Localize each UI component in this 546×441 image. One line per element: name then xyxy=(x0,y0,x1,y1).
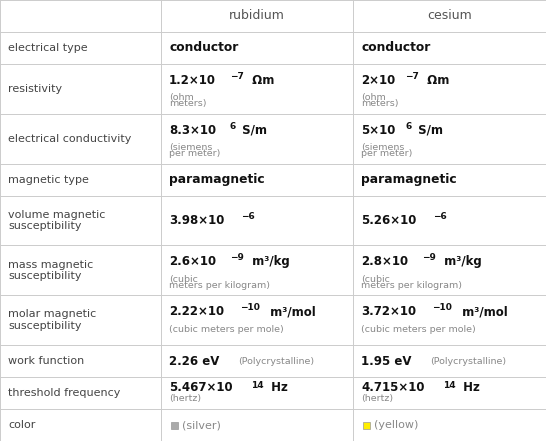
Text: Ωm: Ωm xyxy=(248,74,274,87)
Text: 14: 14 xyxy=(443,381,456,390)
Text: −7: −7 xyxy=(406,72,419,81)
Text: (Polycrystalline): (Polycrystalline) xyxy=(238,357,314,366)
Text: 2×10: 2×10 xyxy=(361,74,395,87)
Bar xyxy=(171,422,178,429)
Text: Ωm: Ωm xyxy=(423,74,450,87)
Text: per meter): per meter) xyxy=(361,149,413,158)
Text: −10: −10 xyxy=(432,303,452,312)
Text: S/m: S/m xyxy=(238,124,267,137)
Text: S/m: S/m xyxy=(414,124,443,137)
Text: −6: −6 xyxy=(241,212,254,221)
Text: 6: 6 xyxy=(230,122,236,131)
Text: paramagnetic: paramagnetic xyxy=(169,173,265,186)
Text: meters per kilogram): meters per kilogram) xyxy=(169,281,270,290)
Text: rubidium: rubidium xyxy=(229,9,285,22)
Text: molar magnetic
susceptibility: molar magnetic susceptibility xyxy=(8,310,96,331)
Text: 2.8×10: 2.8×10 xyxy=(361,255,408,269)
Text: (hertz): (hertz) xyxy=(361,394,393,404)
Text: conductor: conductor xyxy=(361,41,431,54)
Text: cesium: cesium xyxy=(428,9,472,22)
Text: 4.715×10: 4.715×10 xyxy=(361,381,425,394)
Text: 5.467×10: 5.467×10 xyxy=(169,381,233,394)
Text: m³/mol: m³/mol xyxy=(458,305,508,318)
Text: −6: −6 xyxy=(433,212,447,221)
Text: (hertz): (hertz) xyxy=(169,394,201,404)
Text: m³/mol: m³/mol xyxy=(266,305,316,318)
Text: (cubic meters per mole): (cubic meters per mole) xyxy=(169,325,284,334)
Text: m³/kg: m³/kg xyxy=(248,255,289,269)
Text: electrical conductivity: electrical conductivity xyxy=(8,134,132,144)
Text: Hz: Hz xyxy=(268,381,288,394)
Bar xyxy=(363,422,370,429)
Text: 1.2×10: 1.2×10 xyxy=(169,74,216,87)
Text: resistivity: resistivity xyxy=(8,84,62,94)
Text: 2.6×10: 2.6×10 xyxy=(169,255,216,269)
Text: work function: work function xyxy=(8,356,84,366)
Text: volume magnetic
susceptibility: volume magnetic susceptibility xyxy=(8,210,105,231)
Text: per meter): per meter) xyxy=(169,149,221,158)
Text: (siemens: (siemens xyxy=(361,143,405,152)
Text: (cubic: (cubic xyxy=(361,275,390,284)
Text: Hz: Hz xyxy=(460,381,480,394)
Text: −9: −9 xyxy=(422,254,436,262)
Text: 5×10: 5×10 xyxy=(361,124,396,137)
Text: mass magnetic
susceptibility: mass magnetic susceptibility xyxy=(8,260,93,281)
Text: 2.26 eV: 2.26 eV xyxy=(169,355,219,368)
Text: −7: −7 xyxy=(230,72,244,81)
Text: meters per kilogram): meters per kilogram) xyxy=(361,281,462,290)
Text: meters): meters) xyxy=(361,99,399,108)
Text: electrical type: electrical type xyxy=(8,43,87,53)
Text: m³/kg: m³/kg xyxy=(440,255,482,269)
Text: 5.26×10: 5.26×10 xyxy=(361,214,417,227)
Text: 1.95 eV: 1.95 eV xyxy=(361,355,412,368)
Text: threshold frequency: threshold frequency xyxy=(8,388,120,398)
Text: magnetic type: magnetic type xyxy=(8,175,89,185)
Text: (yellow): (yellow) xyxy=(374,420,419,430)
Text: color: color xyxy=(8,420,35,430)
Text: (Polycrystalline): (Polycrystalline) xyxy=(430,357,507,366)
Text: −10: −10 xyxy=(240,303,260,312)
Text: (cubic: (cubic xyxy=(169,275,198,284)
Text: −9: −9 xyxy=(230,254,244,262)
Text: (siemens: (siemens xyxy=(169,143,212,152)
Text: (cubic meters per mole): (cubic meters per mole) xyxy=(361,325,476,334)
Text: meters): meters) xyxy=(169,99,206,108)
Text: 3.98×10: 3.98×10 xyxy=(169,214,224,227)
Text: (ohm: (ohm xyxy=(169,93,194,102)
Text: 3.72×10: 3.72×10 xyxy=(361,305,417,318)
Text: 6: 6 xyxy=(406,122,412,131)
Text: (silver): (silver) xyxy=(182,420,221,430)
Text: 2.22×10: 2.22×10 xyxy=(169,305,224,318)
Text: paramagnetic: paramagnetic xyxy=(361,173,457,186)
Text: 8.3×10: 8.3×10 xyxy=(169,124,216,137)
Text: (ohm: (ohm xyxy=(361,93,386,102)
Text: conductor: conductor xyxy=(169,41,239,54)
Text: 14: 14 xyxy=(251,381,264,390)
